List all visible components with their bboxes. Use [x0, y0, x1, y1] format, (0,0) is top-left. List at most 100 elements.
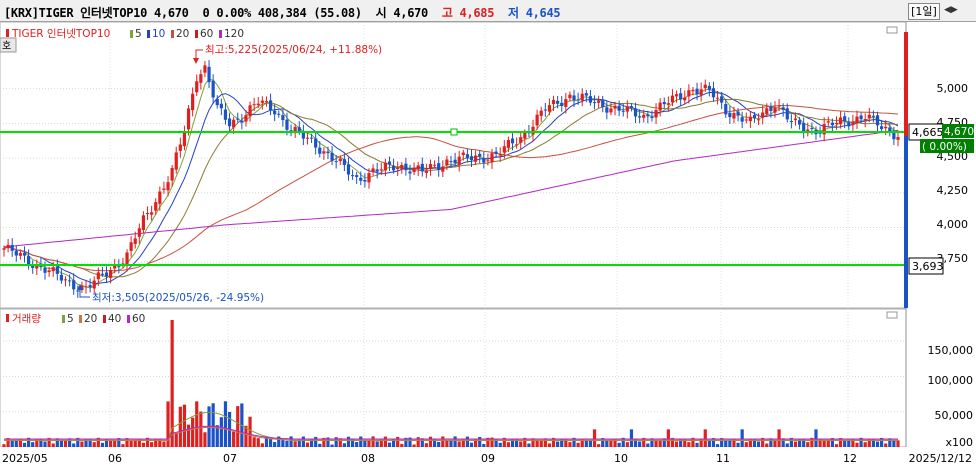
volume-bar [584, 439, 588, 447]
volume-bar [18, 438, 23, 447]
volume-bar [150, 442, 154, 447]
support-price-label: 3,693 [912, 260, 944, 273]
volume-bar [109, 439, 113, 447]
candle-body [437, 163, 441, 171]
candle-body [285, 119, 289, 130]
volume-bar [232, 431, 236, 447]
xtick-09: 09 [481, 452, 495, 465]
volume-bar [703, 429, 707, 447]
volume-bar [363, 440, 367, 447]
candle-body [654, 109, 658, 118]
volume-bar [888, 438, 892, 447]
candle-body [609, 108, 613, 113]
candle-body [96, 272, 100, 280]
candle-body [330, 152, 334, 161]
candle-body [203, 65, 207, 73]
vtick-50000: 50,000 [935, 409, 974, 422]
volume-bar [191, 417, 195, 447]
volume-panel-menu-icon[interactable] [886, 311, 898, 319]
title-bar: [KRX]TIGER 인터넷TOP10 4,670 0 0.00% 408,38… [0, 0, 976, 22]
candle-body [523, 132, 527, 139]
vol-ma60-line [4, 425, 898, 440]
volume-bar [884, 443, 888, 447]
volume-value: 408,384 [257, 6, 307, 20]
volume-bar [785, 443, 789, 447]
xtick-06: 06 [108, 452, 122, 465]
candle-body [830, 122, 834, 126]
candle-body [338, 158, 342, 162]
candle-body [650, 116, 654, 118]
volume-panel[interactable] [0, 308, 907, 448]
candle-body [223, 109, 228, 120]
period-button[interactable]: [1일] [908, 3, 940, 20]
volume-bars [2, 320, 900, 447]
price-panel[interactable] [0, 22, 907, 309]
volume-bar [428, 436, 433, 447]
volume-bar [391, 438, 396, 447]
volume-bar [871, 439, 875, 447]
volume-bar [523, 437, 527, 447]
candle-body [642, 114, 646, 118]
volume-bar [186, 424, 191, 447]
volume-bar [580, 438, 584, 447]
candle-body [474, 155, 478, 162]
candle-body [699, 89, 703, 96]
max-arrow-icon [193, 58, 199, 64]
volume-bar [273, 442, 277, 447]
volume-bar [613, 438, 617, 447]
volume-bar [137, 438, 141, 447]
candle-body [703, 84, 707, 89]
candle-body [154, 202, 158, 211]
volume-bar [592, 429, 597, 447]
candle-body [432, 164, 437, 166]
candle-body [494, 151, 498, 154]
ytick-4250: 4,250 [937, 184, 969, 197]
panel-menu-icon[interactable] [886, 26, 898, 34]
volume-bar [597, 444, 601, 447]
candle-body [199, 74, 203, 83]
stock-chart[interactable]: 호 TIGER 인터넷TOP10 5 10 20 60 120 최고:5,225(202… [0, 22, 976, 466]
candle-body [252, 104, 256, 106]
candle-body [367, 173, 371, 183]
scroll-arrows-icon[interactable]: ◀▶ [944, 5, 958, 15]
volume-bar [334, 437, 338, 447]
volume-bar [469, 442, 474, 447]
candle-body [268, 100, 273, 111]
candle-body [428, 164, 433, 169]
candle-body [289, 130, 293, 132]
volume-bar [576, 442, 580, 447]
candle-body [449, 161, 453, 163]
volume-bar [248, 416, 252, 447]
volume-legend-title: 거래량 [12, 313, 41, 325]
volume-bar [453, 436, 457, 447]
volume-bar [31, 442, 35, 447]
candle-body [293, 126, 297, 132]
volume-bar [330, 444, 334, 447]
candle-body [888, 127, 892, 132]
candle-body [408, 171, 412, 174]
volume-bar [350, 439, 355, 447]
volume-bar [732, 438, 736, 447]
vol-legend-swatch [79, 315, 82, 323]
candle-body [732, 113, 736, 119]
candle-body [35, 264, 39, 269]
ytick-3750: 3,750 [937, 252, 969, 265]
volume-bar [408, 437, 412, 447]
volume-bar [822, 439, 826, 447]
volume-bar [256, 438, 260, 447]
candle-body [736, 111, 740, 116]
volume-bar [474, 438, 478, 447]
line-handle[interactable] [450, 128, 458, 136]
xtick-08: 08 [361, 452, 375, 465]
volume-bar [515, 439, 519, 447]
volume-bar [482, 443, 486, 447]
ma-legend-swatch [130, 30, 133, 38]
candle-body [519, 137, 523, 143]
volume-bar [863, 442, 867, 447]
volume-bar [141, 442, 146, 447]
candle-body [633, 108, 638, 117]
volume-bar [268, 439, 273, 447]
volume-bar [744, 442, 748, 447]
quote-tab[interactable] [0, 37, 17, 53]
candle-body [707, 85, 711, 90]
